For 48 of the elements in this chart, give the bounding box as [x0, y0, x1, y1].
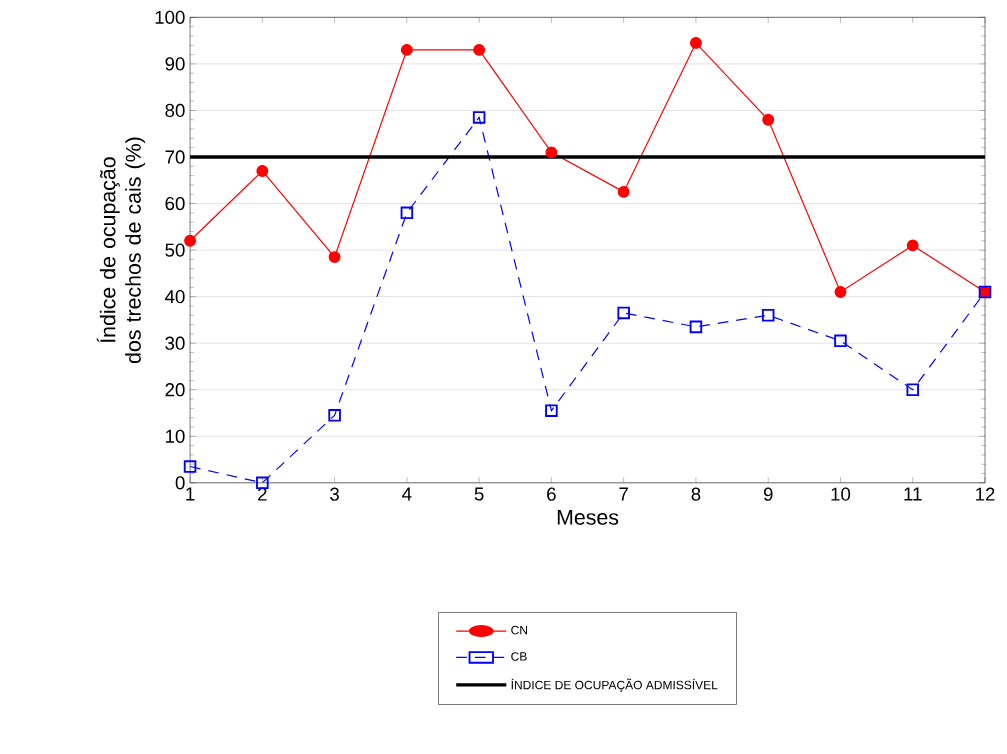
point: [545, 404, 558, 418]
point: [906, 239, 919, 252]
y-tick-label: 40: [165, 290, 185, 304]
point: [256, 165, 269, 178]
point: [617, 186, 630, 199]
point: [328, 251, 341, 264]
x-tick-label: 1: [186, 487, 195, 501]
y-axis-title: Índice de ocupação dos trechos de cais (%): [96, 137, 146, 364]
x-tick-label: 6: [547, 487, 556, 501]
point: [400, 44, 413, 57]
legend-label: CN: [511, 626, 527, 635]
y-tick-label: 20: [165, 383, 185, 397]
y-tick-label: 30: [165, 336, 185, 350]
point: [762, 114, 775, 126]
point: [183, 460, 197, 474]
point: [906, 383, 920, 397]
x-axis-title: Meses: [557, 510, 619, 526]
x-tick-label: 7: [619, 487, 628, 501]
y-tick-label: 10: [166, 429, 185, 444]
x-tick-label: 3: [330, 487, 339, 501]
point: [545, 146, 558, 159]
y-tick-label: 100: [155, 10, 185, 25]
point: [400, 206, 414, 220]
legend-label: ÍNDICE DE OCUPAÇÃO ADMISSÍVEL: [511, 678, 718, 692]
point: [761, 309, 775, 322]
point: [473, 44, 486, 57]
y-tick-label: 80: [165, 104, 185, 118]
x-tick-label: 10: [831, 487, 851, 501]
point: [834, 286, 847, 299]
y-tick-label: 60: [165, 197, 185, 211]
point: [689, 320, 703, 334]
point: [184, 235, 196, 247]
y-tick-label: 90: [165, 57, 185, 71]
x-tick-label: 9: [763, 487, 773, 501]
x-tick-label: 12: [976, 487, 995, 501]
y-tick-label: 50: [165, 243, 185, 257]
y-tick-label: 0: [175, 476, 185, 490]
y-tick-label: 70: [165, 150, 185, 164]
point: [617, 306, 630, 320]
point: [834, 334, 847, 348]
legend-label: CB: [511, 652, 527, 661]
x-tick-label: 8: [691, 487, 701, 501]
point: [690, 37, 702, 50]
x-tick-label: 5: [474, 487, 484, 501]
point: [328, 409, 341, 422]
point: [472, 111, 486, 124]
x-tick-label: 11: [904, 487, 922, 501]
x-tick-label: 4: [402, 487, 412, 501]
